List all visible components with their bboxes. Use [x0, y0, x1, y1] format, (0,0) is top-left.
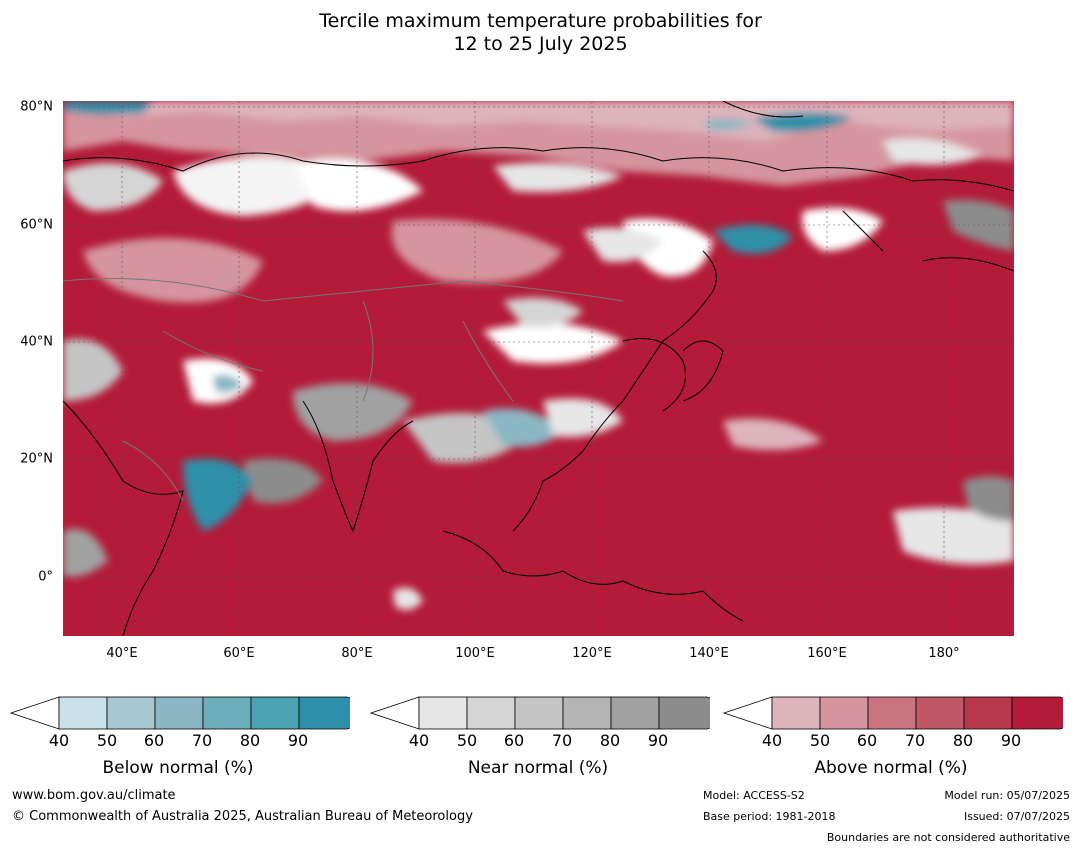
tick-label: 70	[191, 731, 213, 750]
lon-label-180: 180°	[928, 646, 960, 661]
colorbar-near-normal	[370, 696, 710, 730]
tick-label: 80	[239, 731, 261, 750]
model-run-date: Model run: 05/07/2025	[944, 789, 1070, 802]
colorbar-below-normal	[10, 696, 350, 730]
colorbar-segment	[658, 696, 710, 730]
colorbar-segment	[466, 696, 516, 730]
colorbar-segment	[58, 696, 108, 730]
probability-shading	[63, 101, 1014, 610]
issued-date: Issued: 07/07/2025	[963, 810, 1070, 823]
lon-label-60e: 60°E	[223, 646, 255, 661]
map-title-line2: 12 to 25 July 2025	[453, 33, 628, 55]
country-borders	[63, 278, 624, 502]
tick-label: 40	[48, 731, 70, 750]
lat-label-80n: 80°N	[20, 99, 53, 115]
map-canvas	[63, 101, 1014, 636]
map-title-line1: Tercile maximum temperature probabilitie…	[319, 10, 762, 32]
tick-label: 90	[287, 731, 309, 750]
lon-label-40e: 40°E	[106, 646, 138, 661]
colorbar-extend-low	[723, 696, 773, 730]
colorbar-below-label: Below normal (%)	[102, 758, 254, 778]
copyright-text: © Commonwealth of Australia 2025, Austra…	[12, 809, 473, 824]
lon-label-140e: 140°E	[689, 646, 729, 661]
tick-label: 90	[647, 731, 669, 750]
tick-label: 80	[952, 731, 974, 750]
tick-label: 70	[904, 731, 926, 750]
coastlines	[63, 101, 1014, 636]
colorbar-segment	[250, 696, 300, 730]
colorbar-near-label: Near normal (%)	[467, 758, 609, 778]
lon-label-160e: 160°E	[807, 646, 847, 661]
colorbar-segment	[819, 696, 869, 730]
lat-label-0: 0°	[38, 569, 53, 585]
model-name: Model: ACCESS-S2	[703, 789, 805, 802]
colorbar-segment	[1011, 696, 1063, 730]
map-graticule	[63, 101, 1014, 636]
colorbar-extend-low	[370, 696, 420, 730]
tick-label: 70	[551, 731, 573, 750]
colorbar-segment	[106, 696, 156, 730]
boundaries-disclaimer: Boundaries are not considered authoritat…	[826, 831, 1070, 844]
colorbar-segment	[418, 696, 468, 730]
colorbar-above-label: Above normal (%)	[814, 758, 968, 778]
tick-label: 90	[1000, 731, 1022, 750]
tick-label: 80	[599, 731, 621, 750]
colorbar-segment	[514, 696, 564, 730]
tick-label: 40	[761, 731, 783, 750]
tick-label: 60	[856, 731, 878, 750]
tick-label: 60	[503, 731, 525, 750]
probability-map	[63, 101, 1014, 636]
website-link[interactable]: www.bom.gov.au/climate	[12, 788, 176, 803]
colorbar-segment	[771, 696, 821, 730]
tick-label: 50	[96, 731, 118, 750]
colorbar-segment	[298, 696, 350, 730]
lat-label-40n: 40°N	[20, 334, 53, 350]
colorbar-segment	[867, 696, 917, 730]
colorbar-segment	[202, 696, 252, 730]
colorbar-segment	[915, 696, 965, 730]
lat-label-20n: 20°N	[20, 451, 53, 467]
colorbar-above-normal	[723, 696, 1063, 730]
tick-label: 50	[456, 731, 478, 750]
lon-label-100e: 100°E	[455, 646, 495, 661]
lat-label-60n: 60°N	[20, 217, 53, 233]
lon-label-120e: 120°E	[572, 646, 612, 661]
colorbar-segment	[610, 696, 660, 730]
tick-label: 60	[143, 731, 165, 750]
base-period: Base period: 1981-2018	[703, 810, 836, 823]
colorbar-segment	[963, 696, 1013, 730]
tick-label: 40	[408, 731, 430, 750]
tick-label: 50	[809, 731, 831, 750]
lon-label-80e: 80°E	[341, 646, 373, 661]
colorbar-segment	[562, 696, 612, 730]
colorbar-segment	[154, 696, 204, 730]
colorbar-extend-low	[10, 696, 60, 730]
